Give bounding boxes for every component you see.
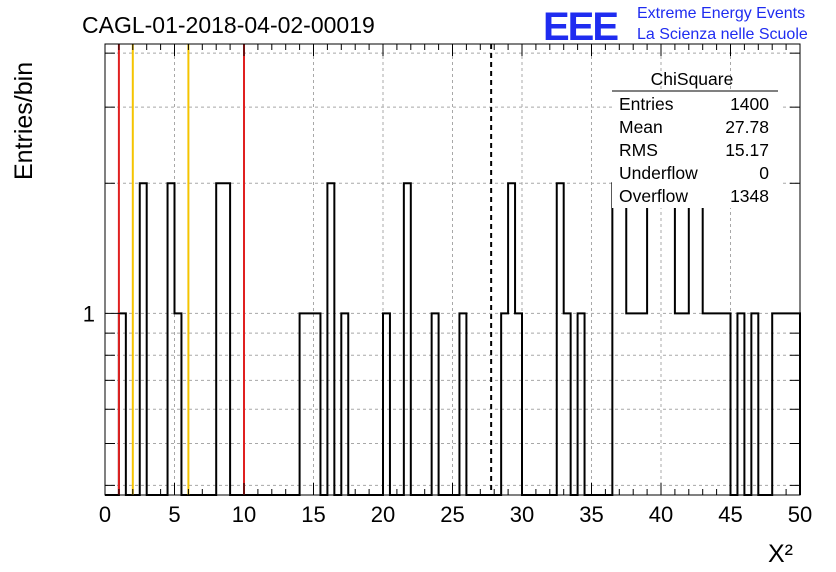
eee-logo: EEE Extreme Energy Events La Scienza nel… xyxy=(543,5,808,49)
x-tick-label: 40 xyxy=(649,502,673,527)
stats-row-value: 0 xyxy=(759,163,769,183)
stats-box-background xyxy=(612,90,780,208)
stats-box: ChiSquare Entries 1400 Mean 27.78 RMS 15.17 Un… xyxy=(612,69,780,208)
x-tick-label: 10 xyxy=(232,502,256,527)
stats-row-value: 15.17 xyxy=(725,140,769,160)
stats-row-label: Overflow xyxy=(619,186,688,206)
x-tick-label: 15 xyxy=(301,502,325,527)
x-axis-label: X² xyxy=(768,540,793,568)
y-tick-labels: 1 xyxy=(83,301,95,326)
stats-title: ChiSquare xyxy=(651,69,734,89)
stats-row-label: Mean xyxy=(619,117,663,137)
x-tick-label: 30 xyxy=(510,502,534,527)
stats-row-value: 1400 xyxy=(730,94,769,114)
x-tick-label: 0 xyxy=(99,502,111,527)
y-tick-label: 1 xyxy=(83,301,95,326)
x-tick-label: 35 xyxy=(579,502,603,527)
x-tick-label: 20 xyxy=(371,502,395,527)
stats-rows: Entries 1400 Mean 27.78 RMS 15.17 Underflow 0 Ov… xyxy=(619,94,769,206)
stats-row-value: 27.78 xyxy=(725,117,769,137)
logo-line-2: La Scienza nelle Scuole xyxy=(637,26,808,43)
chart-title: CAGL-01-2018-04-02-00019 xyxy=(82,12,375,38)
axis-ticks xyxy=(104,44,801,495)
x-tick-label: 50 xyxy=(788,502,812,527)
reference-lines xyxy=(117,44,493,495)
y-axis-label: Entries/bin xyxy=(10,62,38,180)
x-tick-label: 5 xyxy=(168,502,180,527)
stats-row-label: Entries xyxy=(619,94,674,114)
logo-mark: EEE xyxy=(543,5,618,49)
logo-line-1: Extreme Energy Events xyxy=(637,5,805,22)
x-tick-label: 25 xyxy=(440,502,464,527)
x-tick-label: 45 xyxy=(718,502,742,527)
x-tick-labels: 0 5 10 15 20 25 30 35 40 45 50 xyxy=(99,502,812,527)
stats-row-value: 1348 xyxy=(730,186,769,206)
stats-row-label: Underflow xyxy=(619,163,698,183)
stats-row-label: RMS xyxy=(619,140,658,160)
